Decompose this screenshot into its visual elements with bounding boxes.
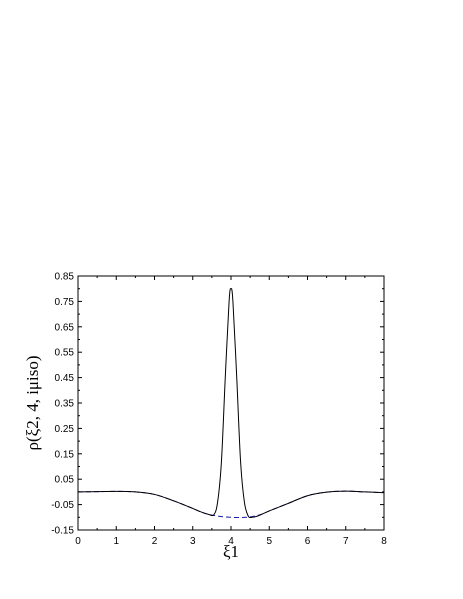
series-line-dashed (77, 490, 385, 519)
y-tick-label: -0.05 (51, 500, 74, 511)
x-tick-label: 7 (343, 536, 349, 547)
y-tick-label: 0.05 (55, 475, 75, 486)
x-axis-title: ξ1 (223, 542, 239, 561)
y-tick-label: -0.15 (51, 526, 74, 537)
x-tick-label: 3 (190, 536, 196, 547)
y-tick-label: 0.45 (55, 373, 75, 384)
tick-marks (77, 275, 385, 531)
x-tick-label: 4 (228, 536, 234, 547)
series-layer (77, 288, 385, 519)
y-tick-label: 0.65 (55, 322, 75, 333)
x-tick-label: 8 (381, 536, 387, 547)
tick-labels: 0 1 2 3 4 5 6 7 8 -0.15 -0.05 0.05 0.15 0.25 0.35 0.45 0… (51, 272, 387, 548)
y-tick-label: 0.75 (55, 297, 75, 308)
y-tick-label: 0.15 (55, 449, 75, 460)
y-tick-label: 0.35 (55, 399, 75, 410)
x-tick-label: 5 (266, 536, 272, 547)
x-tick-label: 1 (113, 536, 119, 547)
x-tick-label: 6 (305, 536, 311, 547)
series-line-solid (77, 288, 385, 519)
x-tick-label: 0 (75, 536, 81, 547)
y-tick-label: 0.85 (55, 272, 75, 283)
x-tick-label: 2 (152, 536, 158, 547)
y-tick-label: 0.25 (55, 424, 75, 435)
y-tick-label: 0.55 (55, 348, 75, 359)
y-axis-title: ρ(ξ2, 4, iμiso) (23, 355, 42, 450)
